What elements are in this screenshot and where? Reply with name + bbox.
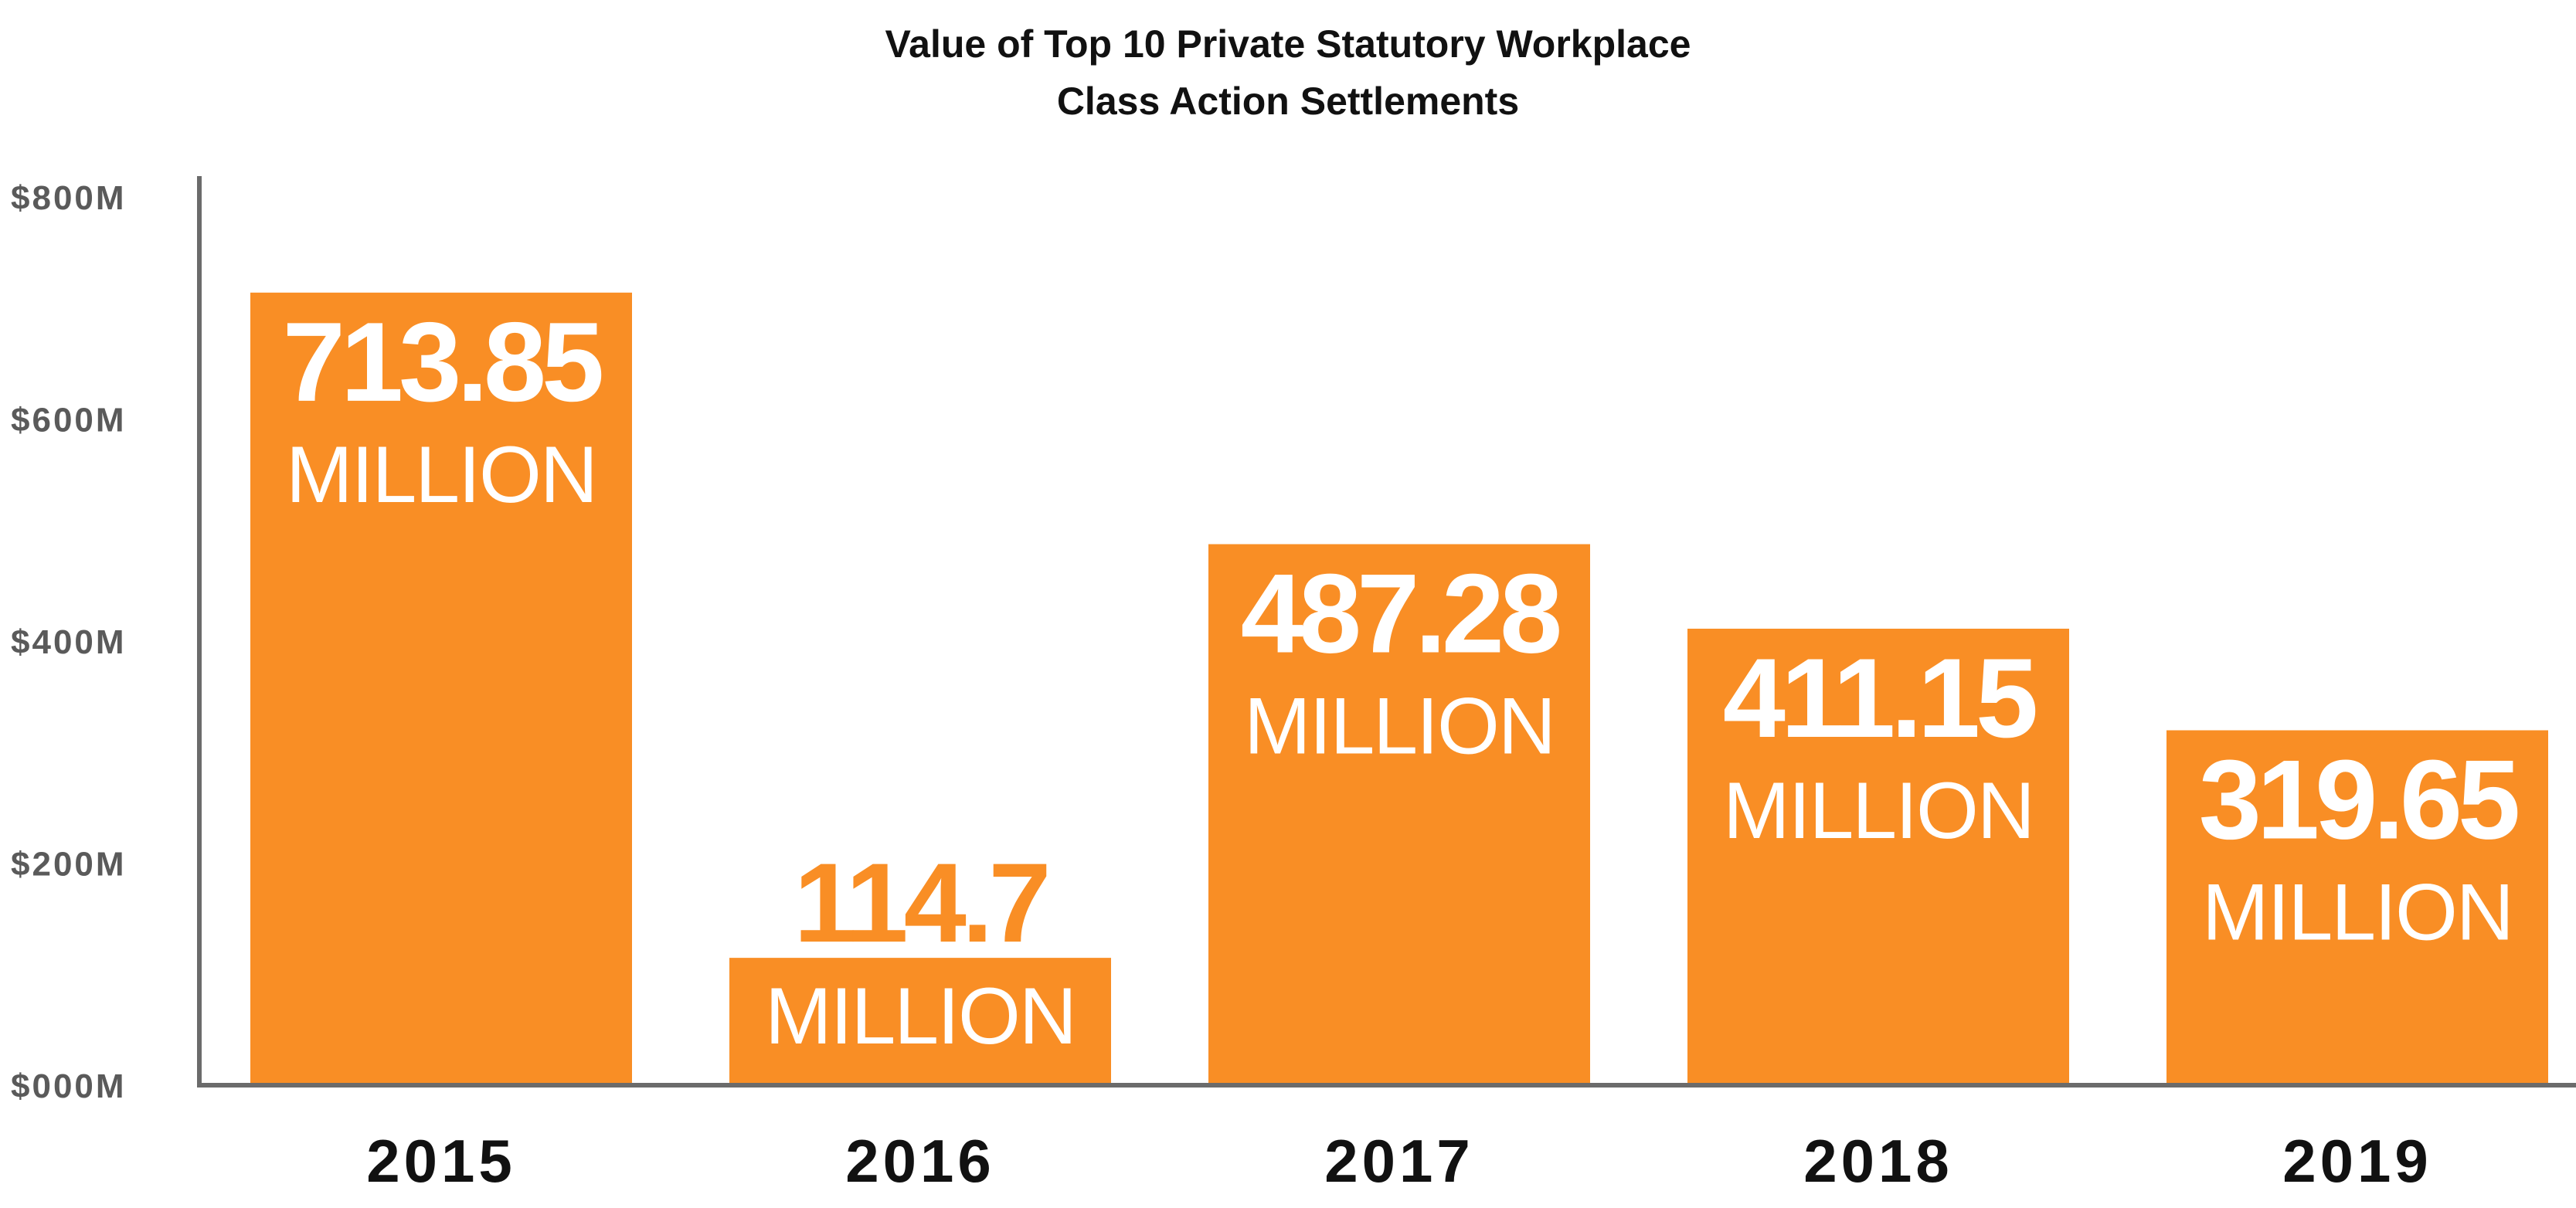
y-tick-label: $600M bbox=[11, 402, 127, 439]
x-axis-ticks: 2015 2016 2017 2018 2019 bbox=[366, 1127, 2432, 1195]
bar-2017 bbox=[1208, 544, 1590, 1085]
x-tick-label-2015: 2015 bbox=[366, 1127, 516, 1195]
y-tick-label: $200M bbox=[11, 846, 127, 884]
y-axis-ticks: $000M $200M $400M $600M $800M bbox=[11, 179, 127, 1105]
chart-title: Value of Top 10 Private Statutory Workpl… bbox=[885, 22, 1691, 123]
bar-unit-label-2019: MILLION bbox=[2202, 868, 2513, 958]
bar-value-label-2019: 319.65 bbox=[2199, 737, 2518, 863]
axes bbox=[197, 176, 2576, 1088]
bar-2019 bbox=[2166, 730, 2548, 1085]
bar-value-label-2018: 411.15 bbox=[1723, 635, 2036, 761]
bar-unit-label-2016: MILLION bbox=[765, 972, 1076, 1061]
bar-2015 bbox=[250, 292, 632, 1086]
x-tick-label-2019: 2019 bbox=[2282, 1127, 2432, 1195]
bar-2018 bbox=[1687, 628, 2069, 1085]
chart-title-line-1: Value of Top 10 Private Statutory Workpl… bbox=[885, 22, 1691, 66]
bar-unit-label-2017: MILLION bbox=[1244, 682, 1555, 772]
x-tick-label-2016: 2016 bbox=[845, 1127, 995, 1195]
bars bbox=[250, 292, 2548, 1086]
x-tick-label-2018: 2018 bbox=[1803, 1127, 1953, 1195]
bar-unit-label-2018: MILLION bbox=[1723, 766, 2034, 856]
bar-value-label-2017: 487.28 bbox=[1241, 551, 1559, 677]
y-tick-label: $800M bbox=[11, 179, 127, 217]
x-tick-label-2017: 2017 bbox=[1324, 1127, 1474, 1195]
y-tick-label: $000M bbox=[11, 1067, 127, 1105]
bar-unit-label-2015: MILLION bbox=[286, 430, 596, 520]
chart-title-line-2: Class Action Settlements bbox=[1057, 80, 1519, 123]
y-tick-label: $400M bbox=[11, 623, 127, 661]
bar-2016 bbox=[729, 958, 1111, 1085]
bar-value-label-2016: 114.7 bbox=[794, 840, 1046, 965]
bar-value-label-2015: 713.85 bbox=[283, 299, 602, 425]
